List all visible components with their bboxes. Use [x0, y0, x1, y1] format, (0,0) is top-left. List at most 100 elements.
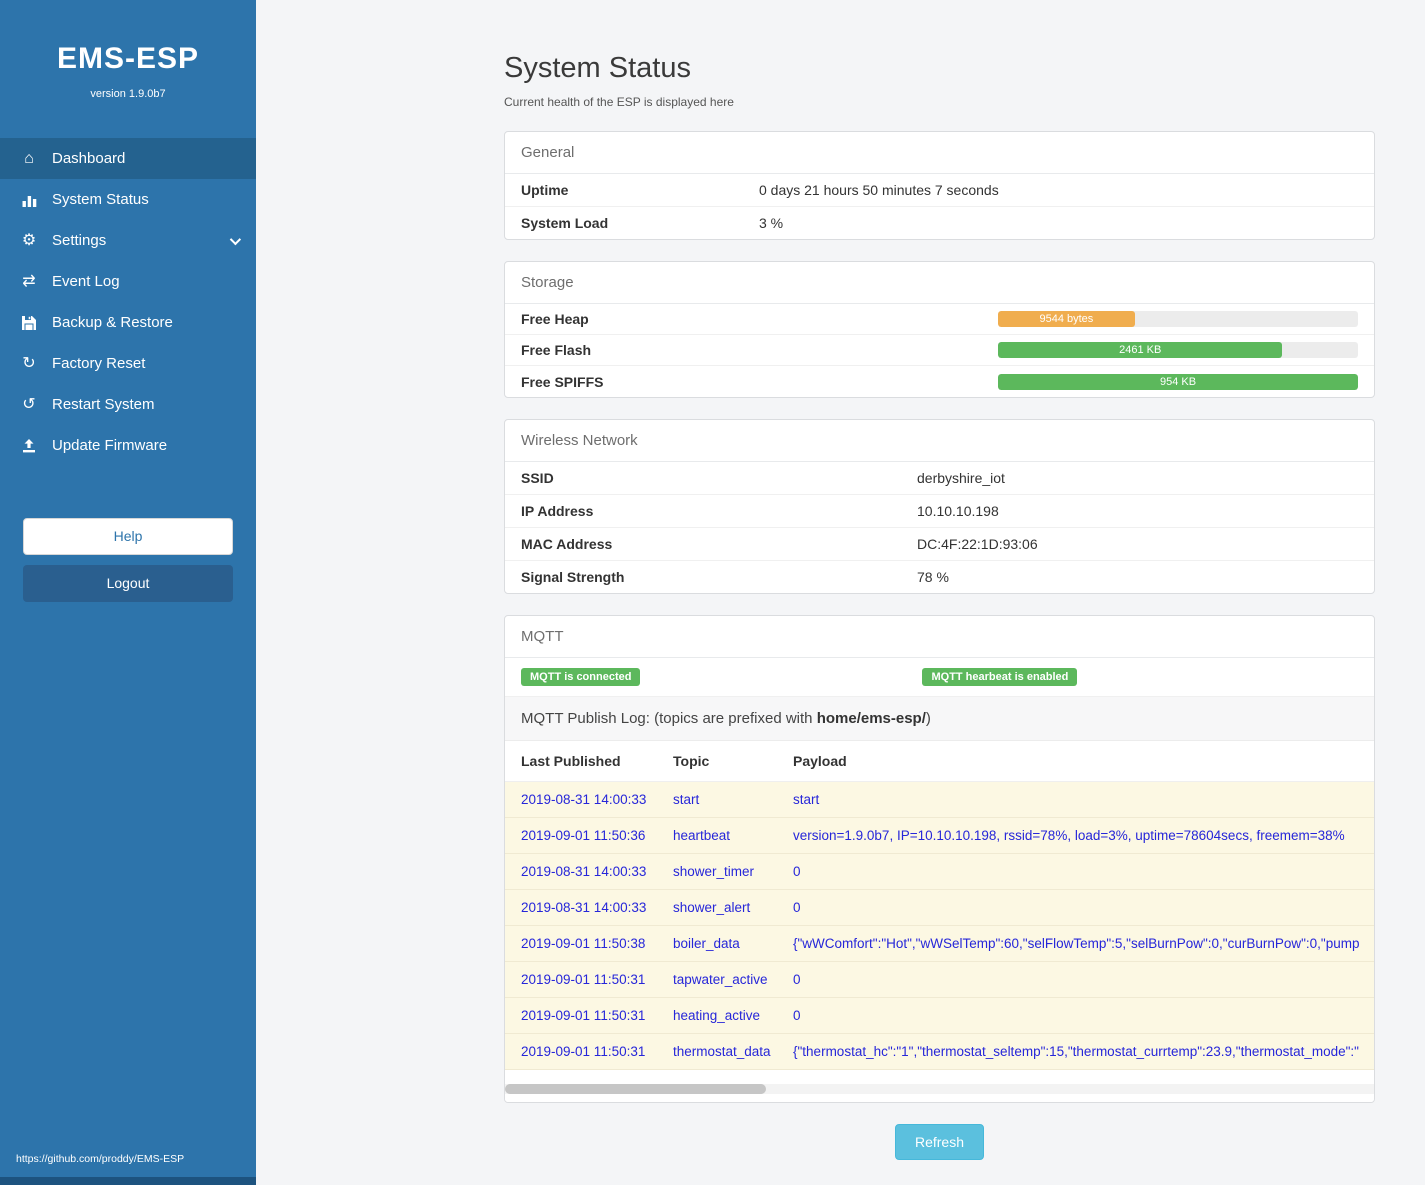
- log-topic: boiler_data: [665, 925, 785, 962]
- uptime-row: Uptime 0 days 21 hours 50 minutes 7 seco…: [505, 174, 1374, 207]
- log-payload: 0: [785, 997, 1374, 1034]
- table-header-row: Last Published Topic Payload: [505, 741, 1374, 782]
- home-icon: ⌂: [24, 149, 34, 167]
- sidebar-item-label: Restart System: [52, 396, 155, 413]
- table-row: 2019-09-01 11:50:31 heating_active 0: [505, 997, 1374, 1034]
- upload-icon: [18, 438, 40, 453]
- sidebar-item-dashboard[interactable]: ⌂ Dashboard: [0, 138, 256, 179]
- table-row: 2019-09-01 11:50:31 thermostat_data {"th…: [505, 1033, 1374, 1070]
- signal-strength-row: Signal Strength 78 %: [505, 561, 1374, 593]
- main-content: System Status Current health of the ESP …: [256, 0, 1425, 1185]
- horizontal-scrollbar[interactable]: [505, 1084, 1374, 1094]
- restart-icon: ↺: [22, 395, 36, 413]
- log-timestamp: 2019-09-01 11:50:31: [505, 1033, 665, 1070]
- log-payload: 0: [785, 889, 1374, 926]
- app-title: EMS-ESP: [56, 42, 200, 75]
- mqtt-heartbeat-badge: MQTT hearbeat is enabled: [922, 668, 1078, 686]
- log-payload: 0: [785, 853, 1374, 890]
- reset-icon: ↻: [22, 354, 36, 372]
- sidebar-item-label: Event Log: [52, 273, 120, 290]
- publish-log-topic-prefix: home/ems-esp/: [816, 710, 926, 727]
- ssid-label: SSID: [521, 470, 554, 486]
- free-spiffs-bar-fill: 954 KB: [998, 373, 1358, 390]
- wireless-panel-header: Wireless Network: [505, 420, 1374, 462]
- log-topic: start: [665, 781, 785, 818]
- sidebar-item-backup-restore[interactable]: Backup & Restore: [0, 302, 256, 343]
- ssid-row: SSID derbyshire_iot: [505, 462, 1374, 495]
- free-flash-row: Free Flash 2461 KB: [505, 335, 1374, 366]
- log-topic: thermostat_data: [665, 1033, 785, 1070]
- wireless-panel: Wireless Network SSID derbyshire_iot IP …: [504, 419, 1375, 594]
- log-payload: version=1.9.0b7, IP=10.10.10.198, rssid=…: [785, 817, 1374, 854]
- chevron-down-icon: [229, 233, 242, 245]
- sidebar-item-restart-system[interactable]: ↺ Restart System: [0, 384, 256, 425]
- sidebar-bottom-strip: [0, 1177, 256, 1185]
- log-timestamp: 2019-08-31 14:00:33: [505, 889, 665, 926]
- sidebar-item-label: Dashboard: [52, 150, 126, 167]
- free-spiffs-bar: 954 KB: [998, 373, 1358, 390]
- github-link[interactable]: https://github.com/proddy/EMS-ESP: [16, 1153, 185, 1165]
- log-topic: tapwater_active: [665, 961, 785, 998]
- sidebar-item-update-firmware[interactable]: Update Firmware: [0, 425, 256, 466]
- sidebar-item-settings[interactable]: ⚙ Settings: [0, 220, 256, 261]
- sidebar-item-factory-reset[interactable]: ↻ Factory Reset: [0, 343, 256, 384]
- table-row: 2019-09-01 11:50:38 boiler_data {"wWComf…: [505, 925, 1374, 962]
- free-heap-bar: 9544 bytes: [998, 311, 1358, 327]
- logout-button[interactable]: Logout: [23, 565, 233, 602]
- mac-address-label: MAC Address: [521, 536, 613, 552]
- sidebar-item-label: System Status: [52, 191, 149, 208]
- log-timestamp: 2019-08-31 14:00:33: [505, 853, 665, 890]
- free-heap-label: Free Heap: [521, 311, 589, 327]
- log-topic: shower_timer: [665, 853, 785, 890]
- mqtt-publish-log-table: Last Published Topic Payload 2019-08-31 …: [505, 741, 1374, 1070]
- signal-strength-value: 78 %: [917, 569, 949, 585]
- column-header-last-published: Last Published: [505, 741, 665, 782]
- free-heap-bar-fill: 9544 bytes: [998, 311, 1135, 327]
- uptime-value: 0 days 21 hours 50 minutes 7 seconds: [759, 182, 999, 198]
- sidebar-nav: ⌂ Dashboard System Status ⚙ Settings ⇄ E…: [0, 138, 256, 466]
- scrollbar-thumb[interactable]: [505, 1084, 766, 1094]
- sidebar-item-event-log[interactable]: ⇄ Event Log: [0, 261, 256, 302]
- mac-address-row: MAC Address DC:4F:22:1D:93:06: [505, 528, 1374, 561]
- gear-icon: ⚙: [21, 231, 37, 249]
- column-header-topic: Topic: [665, 741, 785, 782]
- table-scroll-area: [505, 1070, 1374, 1102]
- general-panel-header: General: [505, 132, 1374, 174]
- storage-panel: Storage Free Heap 9544 bytes Free Flash …: [504, 261, 1375, 398]
- table-row: 2019-09-01 11:50:36 heartbeat version=1.…: [505, 817, 1374, 854]
- refresh-button[interactable]: Refresh: [894, 1124, 985, 1160]
- mac-address-value: DC:4F:22:1D:93:06: [917, 536, 1038, 552]
- free-flash-bar-fill: 2461 KB: [998, 342, 1283, 358]
- mqtt-connected-badge: MQTT is connected: [521, 668, 641, 686]
- table-row: 2019-08-31 14:00:33 shower_timer 0: [505, 853, 1374, 890]
- sidebar-item-label: Update Firmware: [52, 437, 168, 454]
- sidebar-item-system-status[interactable]: System Status: [0, 179, 256, 220]
- arrows-icon: ⇄: [22, 272, 36, 290]
- app-version: version 1.9.0b7: [90, 88, 166, 100]
- mqtt-panel: MQTT MQTT is connected MQTT hearbeat is …: [504, 615, 1375, 1103]
- mqtt-publish-log-label: MQTT Publish Log: (topics are prefixed w…: [505, 697, 1374, 741]
- sidebar-item-label: Backup & Restore: [52, 314, 173, 331]
- floppy-icon: [18, 315, 40, 330]
- column-header-payload: Payload: [785, 741, 1374, 782]
- log-timestamp: 2019-09-01 11:50:38: [505, 925, 665, 962]
- ip-address-label: IP Address: [521, 503, 594, 519]
- chart-icon: [18, 193, 40, 207]
- log-timestamp: 2019-09-01 11:50:36: [505, 817, 665, 854]
- sidebar-item-label: Factory Reset: [52, 355, 146, 372]
- uptime-label: Uptime: [521, 182, 569, 198]
- page-title: System Status: [504, 52, 691, 84]
- mqtt-badge-row: MQTT is connected MQTT hearbeat is enabl…: [505, 658, 1374, 697]
- sidebar: EMS-ESP version 1.9.0b7 ⌂ Dashboard Syst…: [0, 0, 256, 1185]
- log-payload: start: [785, 781, 1374, 818]
- log-payload: 0: [785, 961, 1374, 998]
- log-payload: {"wWComfort":"Hot","wWSelTemp":60,"selFl…: [785, 925, 1374, 962]
- help-button[interactable]: Help: [23, 518, 233, 555]
- publish-log-prefix: MQTT Publish Log: (topics are prefixed w…: [521, 710, 817, 727]
- ssid-value: derbyshire_iot: [917, 470, 1005, 486]
- system-load-row: System Load 3 %: [505, 207, 1374, 239]
- refresh-area: Refresh: [504, 1124, 1375, 1160]
- table-row: 2019-09-01 11:50:31 tapwater_active 0: [505, 961, 1374, 998]
- log-timestamp: 2019-09-01 11:50:31: [505, 997, 665, 1034]
- free-flash-bar: 2461 KB: [998, 342, 1358, 358]
